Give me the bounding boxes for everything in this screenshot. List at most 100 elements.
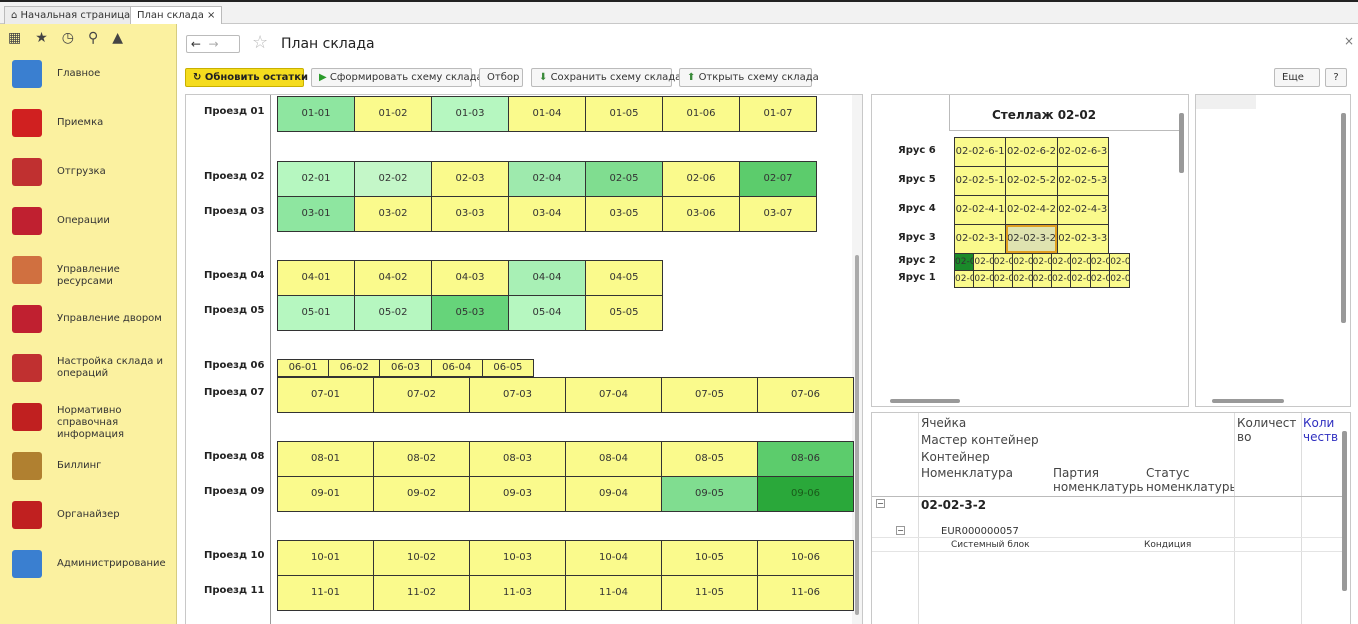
storage-cell[interactable]: 01-01: [277, 96, 355, 132]
sidebar-item[interactable]: Приемка: [57, 117, 104, 128]
rack-cell[interactable]: 02-02-1-7: [1070, 270, 1091, 288]
storage-cell[interactable]: 07-02: [373, 377, 470, 413]
tab[interactable]: План склада ×: [130, 6, 223, 24]
rack-cell[interactable]: 02-02-3-1: [954, 224, 1007, 254]
storage-cell[interactable]: 02-07: [739, 161, 817, 197]
sidebar-icon[interactable]: [12, 158, 42, 186]
tab-label[interactable]: План склада: [137, 10, 204, 21]
sidebar-item[interactable]: Нормативно справочная информация: [57, 405, 125, 440]
storage-cell[interactable]: 04-05: [585, 260, 663, 296]
sidebar-icon[interactable]: [12, 109, 42, 137]
sidebar-item[interactable]: Администрирование: [57, 558, 166, 569]
rack-cell[interactable]: 02-02-2-5: [1031, 253, 1052, 271]
storage-cell[interactable]: 04-03: [431, 260, 509, 296]
rack-cell[interactable]: 02-02-1-3: [992, 270, 1014, 288]
sidebar-item[interactable]: Биллинг: [57, 460, 102, 471]
storage-cell[interactable]: 10-06: [757, 540, 854, 576]
storage-cell[interactable]: 08-05: [661, 441, 758, 477]
storage-cell[interactable]: 05-04: [508, 295, 586, 331]
toolbar-button[interactable]: ↻ Обновить остатки: [185, 68, 308, 87]
rack-cell[interactable]: 02-02-6-3: [1056, 137, 1109, 167]
sidebar-item[interactable]: Операции: [57, 215, 110, 226]
sidebar-icon[interactable]: [12, 305, 42, 333]
rack-cell[interactable]: 02-02-2-6: [1051, 253, 1072, 271]
sidebar-icon[interactable]: [12, 501, 42, 529]
storage-cell[interactable]: 01-04: [508, 96, 586, 132]
button-label[interactable]: Сформировать схему склада: [329, 72, 483, 83]
tab[interactable]: ⌂ Начальная страница: [4, 6, 138, 24]
storage-cell[interactable]: 02-06: [662, 161, 740, 197]
rack-cell[interactable]: 02-02-2-4: [1012, 253, 1033, 271]
close[interactable]: ×: [1344, 34, 1355, 48]
rack-cell[interactable]: 02-02-4-3: [1056, 195, 1109, 225]
sidebar-item[interactable]: Управление ресурсами: [57, 264, 120, 287]
rack-cell[interactable]: 02-02-4-2: [1005, 195, 1058, 225]
rack-cell[interactable]: 02-02-1-4: [1012, 270, 1033, 288]
scrollbar[interactable]: [852, 95, 862, 624]
storage-cell[interactable]: 01-03: [431, 96, 509, 132]
storage-cell[interactable]: 05-01: [277, 295, 355, 331]
storage-cell[interactable]: 09-03: [469, 476, 566, 512]
button-label[interactable]: Отбор: [487, 72, 520, 83]
storage-cell[interactable]: 09-05: [661, 476, 758, 512]
storage-cell[interactable]: 09-01: [277, 476, 374, 512]
storage-cell[interactable]: 06-03: [379, 359, 432, 377]
storage-cell[interactable]: 03-03: [431, 196, 509, 232]
storage-cell[interactable]: 04-04: [508, 260, 586, 296]
storage-cell[interactable]: 02-04: [508, 161, 586, 197]
sidebar-icon[interactable]: [12, 60, 42, 88]
storage-cell[interactable]: 03-07: [739, 196, 817, 232]
storage-cell[interactable]: 11-02: [373, 575, 470, 611]
storage-cell[interactable]: 02-02: [354, 161, 432, 197]
sidebar-icon[interactable]: [12, 256, 42, 284]
storage-cell[interactable]: 02-01: [277, 161, 355, 197]
toolbar-button[interactable]: ⬇ Сохранить схему склада: [531, 68, 681, 87]
storage-cell[interactable]: 01-02: [354, 96, 432, 132]
toolbar-button[interactable]: Отбор: [479, 68, 523, 87]
storage-cell[interactable]: 07-04: [565, 377, 662, 413]
storage-cell[interactable]: 08-03: [469, 441, 566, 477]
rack-cell[interactable]: 02-02-2-8: [1089, 253, 1111, 271]
storage-cell[interactable]: 09-04: [565, 476, 662, 512]
favorite-star[interactable]: ☆: [252, 32, 269, 53]
storage-cell[interactable]: 07-03: [469, 377, 566, 413]
storage-cell[interactable]: 05-03: [431, 295, 509, 331]
storage-cell[interactable]: 03-06: [662, 196, 740, 232]
storage-cell[interactable]: 03-04: [508, 196, 586, 232]
storage-cell[interactable]: 11-05: [661, 575, 758, 611]
button-label[interactable]: Сохранить схему склада: [550, 72, 682, 83]
storage-cell[interactable]: 03-05: [585, 196, 663, 232]
toolbar-button[interactable]: ▶ Сформировать схему склада: [311, 68, 483, 87]
rack-cell[interactable]: 02-02-2-2: [973, 253, 994, 271]
storage-cell[interactable]: 07-05: [661, 377, 758, 413]
rack-cell[interactable]: 02-02-2-9: [1109, 253, 1130, 271]
storage-cell[interactable]: 11-06: [757, 575, 854, 611]
rack-cell[interactable]: 02-02-2-1: [954, 253, 975, 271]
tab-label[interactable]: Начальная страница: [20, 10, 131, 21]
sidebar-item[interactable]: Управление двором: [57, 313, 162, 324]
sidebar-item[interactable]: Настройка склада и операций: [57, 356, 164, 379]
storage-cell[interactable]: 06-05: [481, 359, 534, 377]
sidebar-icon[interactable]: [12, 207, 42, 235]
storage-cell[interactable]: 08-01: [277, 441, 374, 477]
rack-cell[interactable]: 02-02-3-2: [1005, 224, 1058, 254]
storage-cell[interactable]: 10-01: [277, 540, 374, 576]
storage-cell[interactable]: 08-04: [565, 441, 662, 477]
storage-cell[interactable]: 01-07: [739, 96, 817, 132]
storage-cell[interactable]: 07-01: [277, 377, 374, 413]
more-button[interactable]: Еще: [1274, 68, 1320, 87]
sidebar-icon[interactable]: [12, 354, 42, 382]
help-button[interactable]: ?: [1325, 68, 1347, 87]
storage-cell[interactable]: 11-04: [565, 575, 662, 611]
sidebar-item[interactable]: Главное: [57, 68, 101, 79]
sidebar-item[interactable]: Отгрузка: [57, 166, 106, 177]
sidebar-icons[interactable]: ▦★◷⚲▲: [8, 30, 138, 46]
button-label[interactable]: Обновить остатки: [204, 72, 309, 83]
rack-cell[interactable]: 02-02-1-6: [1051, 270, 1072, 288]
sidebar-icon[interactable]: [12, 452, 42, 480]
storage-cell[interactable]: 10-03: [469, 540, 566, 576]
rack-cell[interactable]: 02-02-4-1: [954, 195, 1007, 225]
toolbar-button[interactable]: ⬆ Открыть схему склада: [679, 68, 819, 87]
storage-cell[interactable]: 11-01: [277, 575, 374, 611]
storage-cell[interactable]: 03-02: [354, 196, 432, 232]
